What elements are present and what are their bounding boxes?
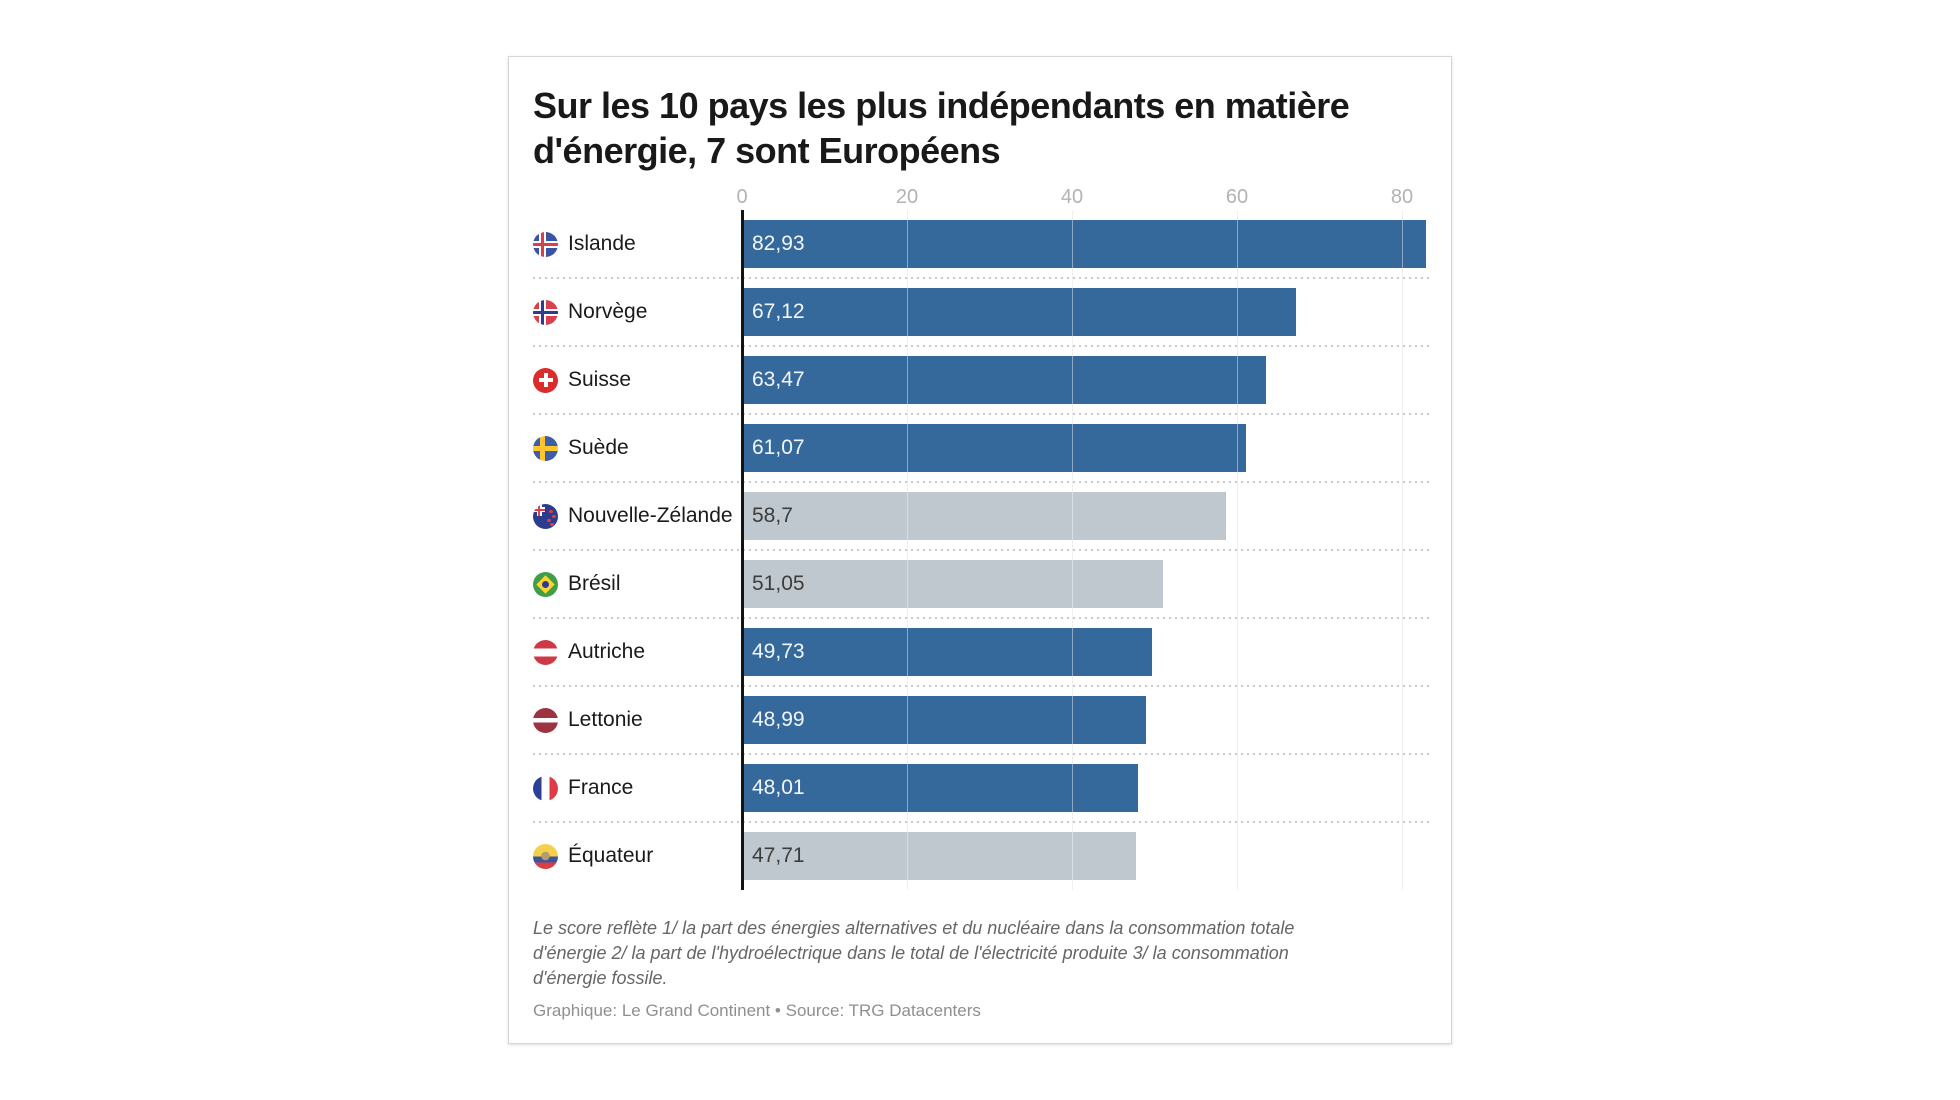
row-separator	[533, 481, 1429, 483]
country-label: Lettonie	[568, 708, 643, 731]
country-label: Suède	[568, 436, 629, 459]
chart-row: Équateur 47,71	[533, 822, 1429, 890]
x-axis-tick-label: 40	[1060, 186, 1084, 208]
france-flag-icon	[533, 775, 558, 801]
bar-value-label: 51,05	[752, 572, 805, 595]
bar-cell: 58,7	[742, 482, 1429, 550]
switzerland-flag-icon	[533, 367, 558, 393]
value-bar: 67,12	[742, 288, 1296, 336]
value-bar: 51,05	[742, 560, 1163, 608]
row-separator	[533, 821, 1429, 823]
row-separator	[533, 549, 1429, 551]
row-separator	[533, 617, 1429, 619]
bar-cell: 49,73	[742, 618, 1429, 686]
bar-chart-plot-area: Islande 82,93 Norvège 67,12 Suisse 63,47 Suède…	[533, 210, 1429, 890]
row-separator	[533, 345, 1429, 347]
chart-row: Islande 82,93	[533, 210, 1429, 278]
chart-card: Sur les 10 pays les plus indépendants en…	[508, 56, 1452, 1044]
bar-value-label: 67,12	[752, 300, 805, 323]
row-label: Autriche	[533, 639, 742, 665]
value-bar: 61,07	[742, 424, 1246, 472]
chart-row: France 48,01	[533, 754, 1429, 822]
value-bar: 49,73	[742, 628, 1152, 676]
row-label: Suède	[533, 435, 742, 461]
gridline-overlay	[1402, 210, 1403, 890]
bar-cell: 51,05	[742, 550, 1429, 618]
bar-value-label: 47,71	[752, 844, 805, 867]
row-label: Suisse	[533, 367, 742, 393]
row-label: Équateur	[533, 843, 742, 869]
bar-cell: 48,01	[742, 754, 1429, 822]
austria-flag-icon	[533, 639, 558, 665]
attribution: Graphique: Le Grand Continent • Source: …	[533, 1001, 981, 1020]
row-separator	[533, 753, 1429, 755]
row-label: Norvège	[533, 299, 742, 325]
gridline-overlay	[907, 210, 908, 890]
bar-value-label: 58,7	[752, 504, 793, 527]
bar-value-label: 48,01	[752, 776, 805, 799]
chart-title: Sur les 10 pays les plus indépendants en…	[533, 85, 1350, 171]
row-label: Nouvelle-Zélande	[533, 503, 742, 529]
country-label: France	[568, 776, 634, 799]
row-separator	[533, 277, 1429, 279]
country-label: Suisse	[568, 368, 632, 391]
bar-cell: 48,99	[742, 686, 1429, 754]
iceland-flag-icon	[533, 231, 558, 257]
chart-row: Brésil 51,05	[533, 550, 1429, 618]
value-bar: 82,93	[742, 220, 1426, 268]
bar-cell: 61,07	[742, 414, 1429, 482]
x-axis: 0 20 40 60 80	[736, 186, 1427, 210]
latvia-flag-icon	[533, 707, 558, 733]
chart-row: Suède 61,07	[533, 414, 1429, 482]
row-label: Islande	[533, 231, 742, 257]
chart-row: Lettonie 48,99	[533, 686, 1429, 754]
chart-row: Norvège 67,12	[533, 278, 1429, 346]
country-label: Brésil	[568, 572, 621, 595]
new-zealand-flag-icon	[533, 503, 558, 529]
bar-value-label: 48,99	[752, 708, 805, 731]
bar-value-label: 61,07	[752, 436, 805, 459]
value-bar: 48,01	[742, 764, 1138, 812]
bar-value-label: 82,93	[752, 232, 805, 255]
x-axis-tick-label: 0	[736, 186, 748, 208]
x-axis-tick-label: 80	[1390, 186, 1414, 208]
row-separator	[533, 685, 1429, 687]
row-label: France	[533, 775, 742, 801]
x-axis-tick-label: 20	[895, 186, 919, 208]
value-bar: 58,7	[742, 492, 1226, 540]
value-bar: 48,99	[742, 696, 1146, 744]
row-label: Lettonie	[533, 707, 742, 733]
bar-value-label: 63,47	[752, 368, 805, 391]
country-label: Autriche	[568, 640, 646, 663]
ecuador-flag-icon	[533, 843, 558, 869]
bar-cell: 67,12	[742, 278, 1429, 346]
country-label: Équateur	[568, 844, 654, 867]
row-separator	[533, 413, 1429, 415]
bar-cell: 47,71	[742, 822, 1429, 890]
row-label: Brésil	[533, 571, 742, 597]
gridline-overlay	[1072, 210, 1073, 890]
bar-value-label: 49,73	[752, 640, 805, 663]
value-bar: 47,71	[742, 832, 1136, 880]
country-label: Islande	[568, 232, 636, 255]
country-label: Norvège	[568, 300, 648, 323]
bar-cell: 82,93	[742, 210, 1429, 278]
footnote: Le score reflète 1/ la part des énergies…	[533, 918, 1295, 988]
axis-zero-line	[741, 210, 744, 890]
brazil-flag-icon	[533, 571, 558, 597]
bar-cell: 63,47	[742, 346, 1429, 414]
chart-row: Nouvelle-Zélande 58,7	[533, 482, 1429, 550]
chart-row: Suisse 63,47	[533, 346, 1429, 414]
chart-row: Autriche 49,73	[533, 618, 1429, 686]
norway-flag-icon	[533, 299, 558, 325]
value-bar: 63,47	[742, 356, 1266, 404]
x-axis-tick-label: 60	[1225, 186, 1249, 208]
sweden-flag-icon	[533, 435, 558, 461]
country-label: Nouvelle-Zélande	[568, 504, 733, 527]
gridline-overlay	[1237, 210, 1238, 890]
